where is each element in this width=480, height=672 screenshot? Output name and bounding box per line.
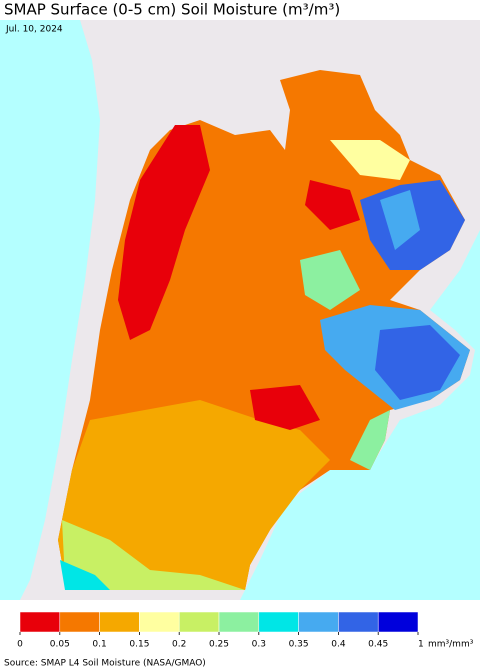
color-bin bbox=[139, 611, 180, 633]
color-bin bbox=[218, 611, 260, 633]
moisture-dry-ne bbox=[305, 180, 360, 230]
color-bin bbox=[19, 611, 61, 633]
legend-tick-label: 0.25 bbox=[209, 640, 229, 650]
color-bin bbox=[59, 611, 100, 633]
legend-tick-label: 0 bbox=[17, 640, 23, 650]
color-bin bbox=[99, 611, 140, 633]
legend-tick-label: 0.05 bbox=[50, 640, 70, 650]
moisture-south-wet bbox=[62, 520, 245, 590]
moisture-wet-uruguay2 bbox=[375, 325, 460, 400]
moisture-coast bbox=[350, 410, 390, 470]
moisture-mid bbox=[300, 250, 360, 310]
color-bin bbox=[298, 611, 339, 633]
legend-unit: mm³/mm³ bbox=[428, 640, 474, 650]
legend-tick-label: 0.2 bbox=[172, 640, 186, 650]
legend-tick-label: 1 bbox=[418, 640, 424, 650]
legend-tick-label: 0.45 bbox=[368, 640, 388, 650]
legend-tick-label: 0.3 bbox=[252, 640, 266, 650]
legend-tick-label: 0.1 bbox=[92, 640, 106, 650]
moisture-dry-nw bbox=[118, 125, 210, 340]
map-title: SMAP Surface (0-5 cm) Soil Moisture (m³/… bbox=[4, 1, 340, 19]
legend-tick-label: 0.35 bbox=[289, 640, 309, 650]
map-date: Jul. 10, 2024 bbox=[5, 25, 63, 35]
moisture-dry-center bbox=[250, 385, 320, 430]
color-bin bbox=[338, 611, 379, 633]
legend-tick-label: 0.15 bbox=[129, 640, 149, 650]
moisture-south bbox=[58, 400, 330, 590]
color-legend: 0 0.05 0.1 0.15 0.2 0.25 0.3 0.35 0.4 0.45 1 mm³/mm… bbox=[17, 611, 474, 650]
pacific-ocean bbox=[0, 20, 100, 600]
moisture-wet-ne2 bbox=[380, 190, 420, 250]
color-bin bbox=[258, 611, 299, 633]
moisture-south-tip bbox=[60, 560, 110, 590]
atlantic-ocean bbox=[240, 230, 480, 600]
moisture-mid2 bbox=[330, 140, 410, 180]
legend-tick-label: 0.4 bbox=[331, 640, 346, 650]
source-note: Source: SMAP L4 Soil Moisture (NASA/GMAO… bbox=[4, 659, 206, 669]
color-bin bbox=[377, 611, 419, 633]
color-bin bbox=[178, 611, 220, 633]
